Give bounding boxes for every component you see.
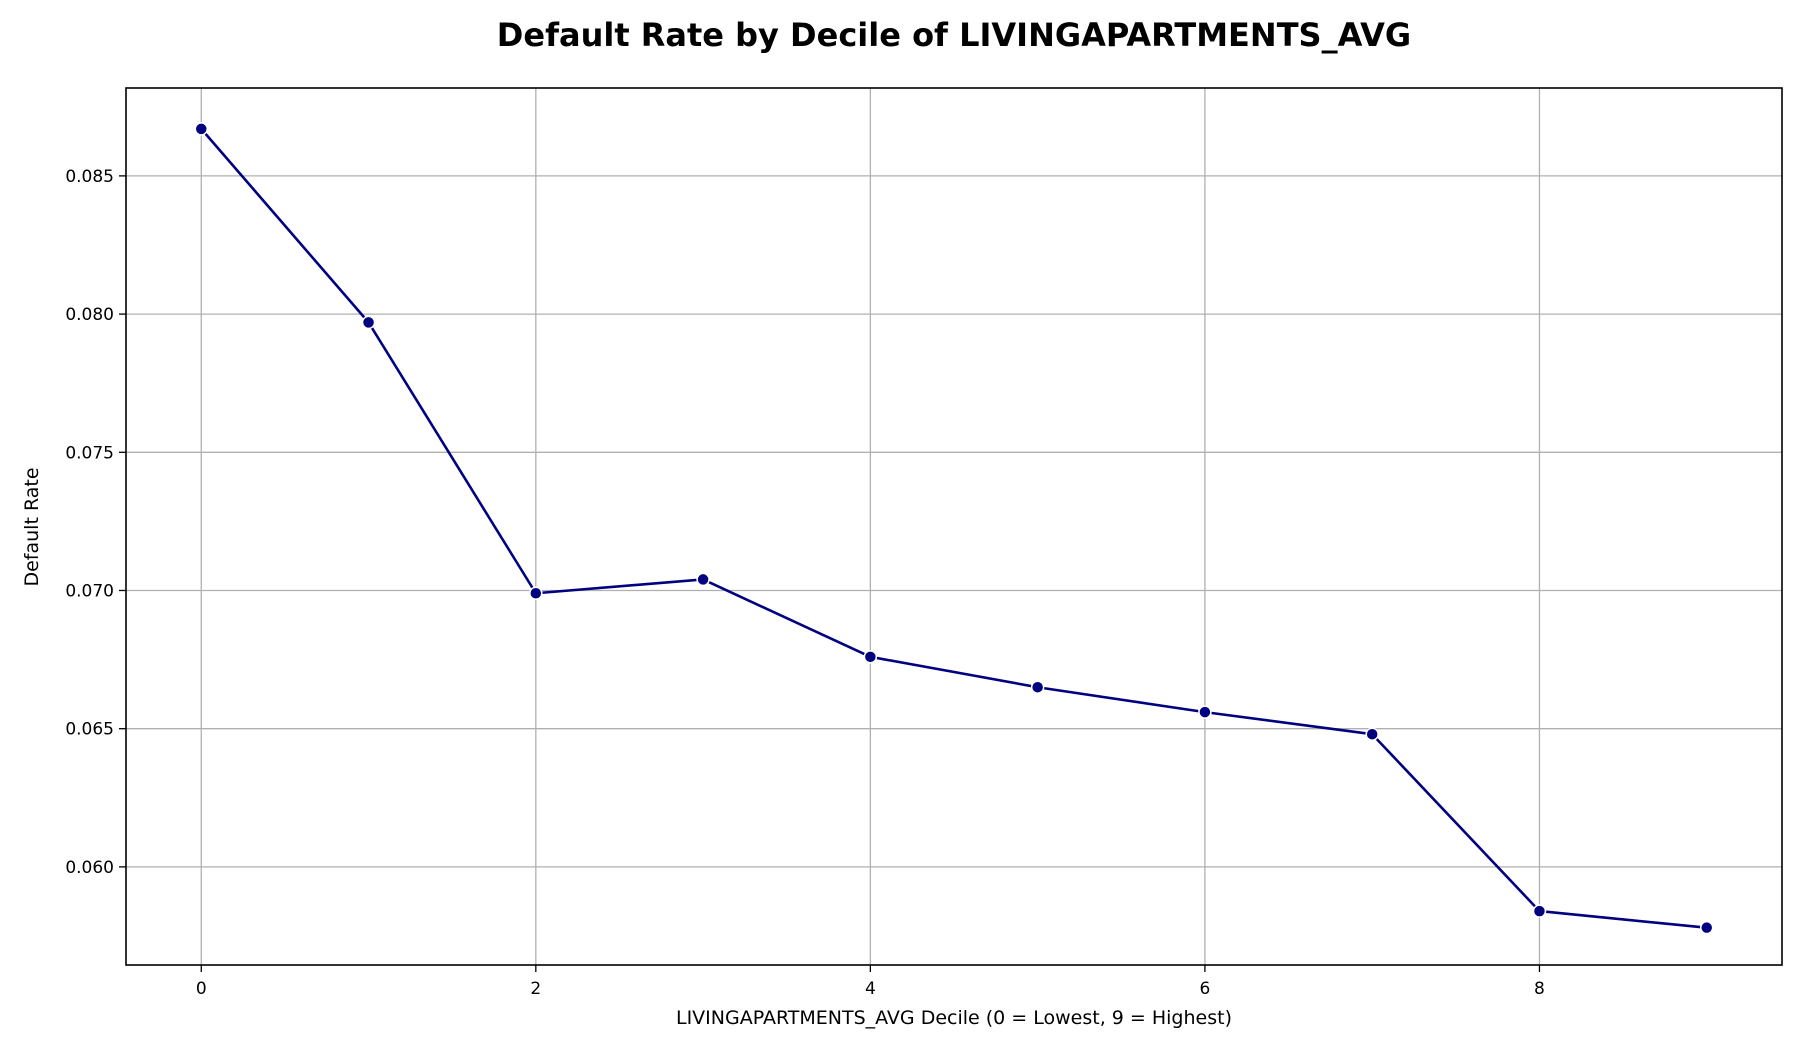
y-tick-label: 0.085 bbox=[65, 167, 114, 187]
y-axis-label: Default Rate bbox=[21, 467, 43, 586]
x-tick-label: 0 bbox=[196, 979, 207, 999]
x-axis-label: LIVINGAPARTMENTS_AVG Decile (0 = Lowest,… bbox=[676, 1007, 1232, 1029]
data-point bbox=[863, 650, 878, 664]
data-point bbox=[1532, 904, 1547, 918]
data-point bbox=[1030, 680, 1045, 694]
series-layer bbox=[194, 122, 1714, 935]
ticks-layer: 0 2 4 6 8 0.060 0.065 0.070 0.075 0.080 0.085 bbox=[65, 167, 1545, 999]
x-tick-label: 4 bbox=[865, 979, 876, 999]
plot-frame bbox=[125, 87, 1783, 966]
x-tick-label: 2 bbox=[530, 979, 541, 999]
data-point bbox=[1699, 920, 1714, 935]
y-tick-label: 0.065 bbox=[65, 720, 114, 740]
data-point bbox=[194, 122, 209, 136]
y-tick-label: 0.075 bbox=[65, 443, 114, 463]
data-point bbox=[529, 586, 543, 600]
chart-title: Default Rate by Decile of LIVINGAPARTMEN… bbox=[497, 16, 1411, 54]
data-point bbox=[696, 572, 710, 587]
x-tick-label: 6 bbox=[1199, 979, 1210, 999]
data-point bbox=[1198, 705, 1212, 719]
grid-layer bbox=[126, 88, 1782, 965]
data-point bbox=[1365, 727, 1379, 741]
x-tick-label: 8 bbox=[1534, 979, 1545, 999]
y-tick-label: 0.070 bbox=[65, 581, 114, 601]
y-tick-label: 0.060 bbox=[65, 858, 114, 878]
series-line bbox=[200, 128, 1707, 929]
y-tick-label: 0.080 bbox=[65, 305, 114, 325]
data-point bbox=[361, 315, 376, 330]
